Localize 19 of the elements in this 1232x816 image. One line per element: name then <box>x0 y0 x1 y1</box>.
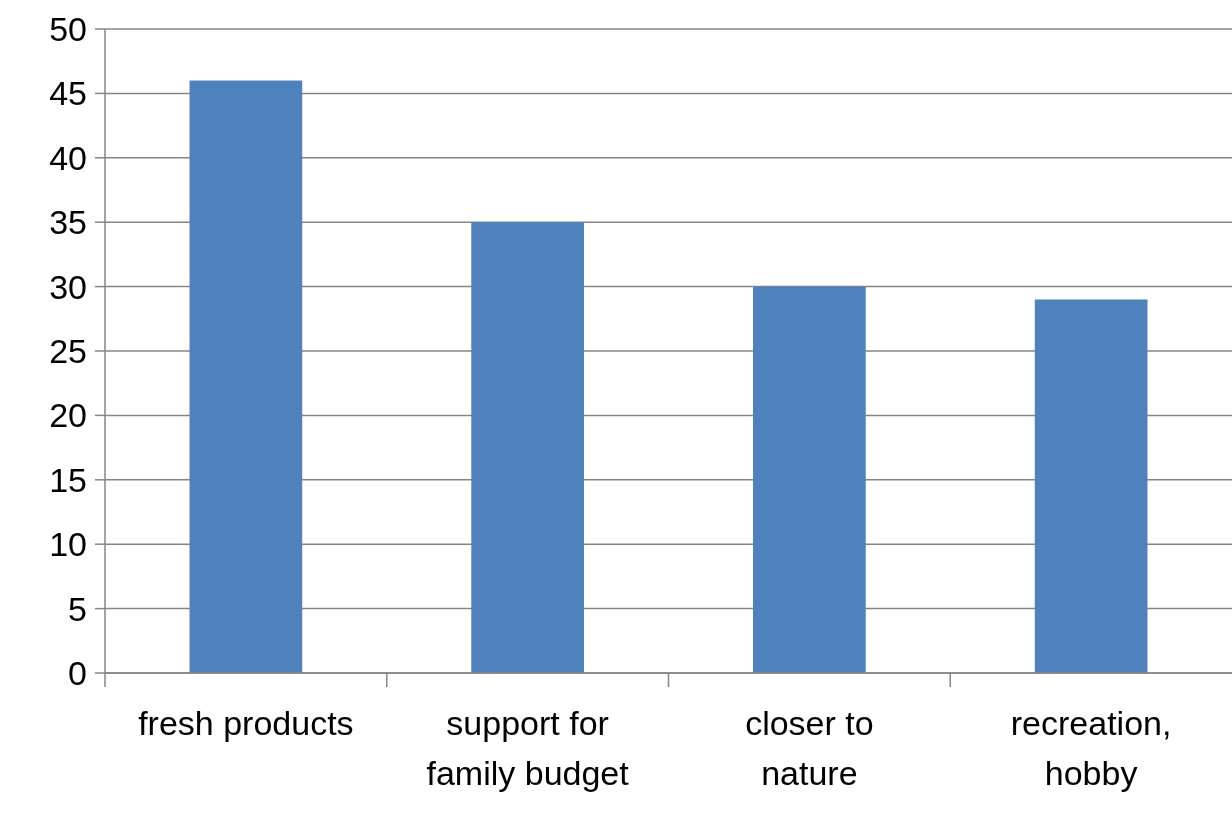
y-tick-label: 5 <box>68 589 87 628</box>
y-tick-label: 35 <box>49 203 87 242</box>
bar <box>189 80 303 673</box>
x-tick-label: recreation, hobby <box>1010 704 1172 792</box>
x-tick-label: closer to nature <box>745 704 874 792</box>
y-tick-label: 50 <box>49 9 87 48</box>
bar <box>753 286 866 673</box>
y-tick-label: 0 <box>68 653 87 692</box>
bar <box>1034 299 1148 673</box>
y-tick-label: 45 <box>49 74 87 113</box>
y-tick-label: 15 <box>49 460 87 499</box>
x-tick-label: fresh products <box>138 704 354 742</box>
x-tick-label: support for family budget <box>426 704 630 792</box>
y-tick-label: 30 <box>49 267 87 306</box>
bar <box>471 222 584 673</box>
y-tick-label: 40 <box>49 138 87 177</box>
y-tick-label: 10 <box>49 525 87 564</box>
y-tick-label: 25 <box>49 331 87 370</box>
y-tick-label: 20 <box>49 396 87 435</box>
